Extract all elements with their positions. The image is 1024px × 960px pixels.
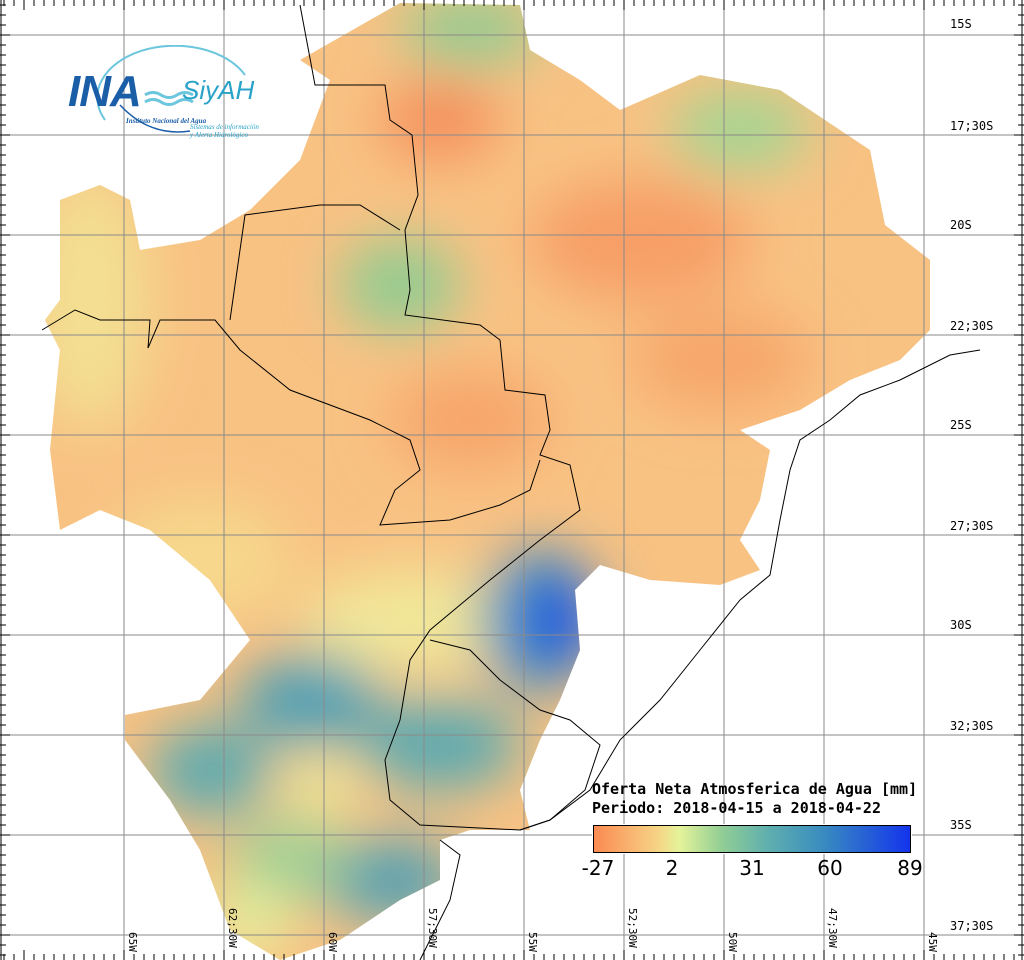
colorbar [592,824,912,854]
logo-arc-icon [96,45,246,133]
legend-title: Oferta Neta Atmosferica de Agua [mm] [592,780,918,798]
lat-label: 17;30S [950,119,994,133]
lat-label: 35S [950,818,972,832]
lon-label: 52;30W [626,908,639,948]
legend: Oferta Neta Atmosferica de Agua [mm] Per… [592,780,917,818]
ina-siyah-logo: INA SiyAH Instituto Nacional del Agua Si… [60,45,280,145]
colorbar-tick: -27 [581,856,615,880]
legend-period: Periodo: 2018-04-15 a 2018-04-22 [592,799,881,817]
lon-label: 62;30W [226,908,239,948]
lat-label: 25S [950,418,972,432]
lon-label: 45W [926,932,939,952]
lon-label: 47;30W [826,908,839,948]
lat-label: 20S [950,218,972,232]
lat-label: 30S [950,618,972,632]
logo-ina-text: INA [68,67,142,116]
lat-label: 37;30S [950,919,994,933]
lat-label: 22;30S [950,319,994,333]
colorbar-tick: 2 [665,856,679,880]
lat-label: 32;30S [950,719,994,733]
colorbar-tick: 89 [897,856,923,880]
colorbar-tick: 60 [817,856,843,880]
logo-siyah-text: SiyAH [182,75,255,105]
lon-label: 57;30W [426,908,439,948]
lon-label: 60W [326,932,339,952]
colorbar-tick: 31 [739,856,765,880]
logo-system-text: Sistemas de información y Alerta Hidroló… [190,123,259,139]
lat-label: 27;30S [950,519,994,533]
logo-system-line2: y Alerta Hidrológico [190,131,248,139]
logo-system-line1: Sistemas de información [190,123,259,131]
logo-institute-text: Instituto Nacional del Agua [126,117,207,125]
lon-label: 55W [526,932,539,952]
borders [41,4,981,960]
lon-label: 65W [126,932,139,952]
lon-label: 50W [726,932,739,952]
lat-label: 15S [950,17,972,31]
